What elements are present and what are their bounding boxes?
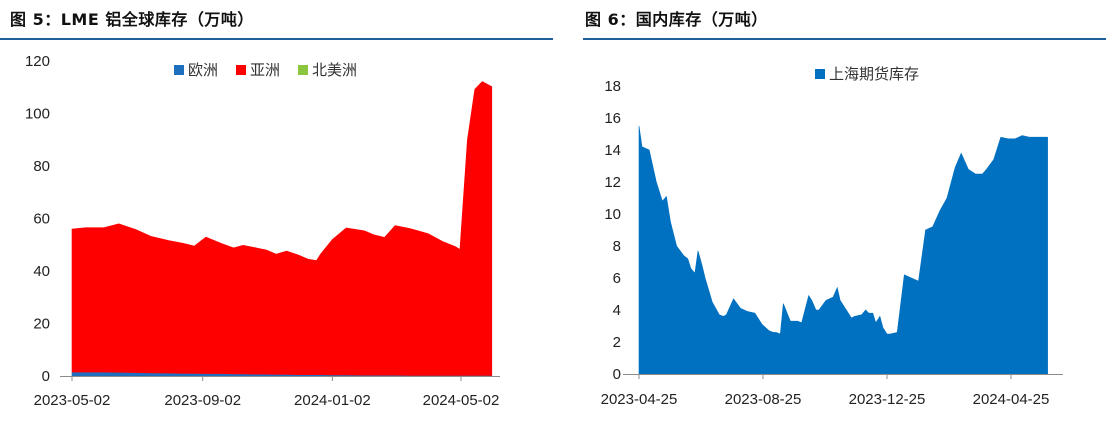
legend-label-3: 北美洲 xyxy=(312,61,357,79)
legend-swatch-2 xyxy=(236,65,246,75)
legend-label-2: 亚洲 xyxy=(250,61,280,79)
y-tick-label: 4 xyxy=(613,302,621,319)
y-tick-label: 80 xyxy=(33,158,50,175)
shfe-stock-chart: 0 2 4 6 8 10 12 14 16 18 2023-04-25 2023-08-25 2023-… xyxy=(601,65,1063,408)
legend-swatch-1 xyxy=(815,69,825,79)
y-tick-label: 60 xyxy=(33,211,50,228)
x-tick-label: 2024-01-02 xyxy=(294,392,371,409)
legend-label-1: 欧洲 xyxy=(188,61,218,79)
y-tick-label: 40 xyxy=(33,263,50,280)
y-tick-label: 0 xyxy=(613,366,621,383)
y-tick-label: 14 xyxy=(604,142,621,159)
y-tick-label: 6 xyxy=(613,270,621,287)
figure-5-title: 图 5：LME 铝全球库存（万吨） xyxy=(10,10,254,29)
lme-stock-chart: 0 20 40 60 80 100 120 2023-05-02 2023-09-02 2024-… xyxy=(25,53,500,409)
legend-swatch-1 xyxy=(174,65,184,75)
area-series-2 xyxy=(71,81,493,376)
figure-6-rule xyxy=(583,38,1106,40)
y-tick-label: 100 xyxy=(25,106,50,123)
y-tick-label: 10 xyxy=(604,206,621,223)
y-tick-label: 2 xyxy=(613,334,621,351)
x-tick-label: 2023-12-25 xyxy=(849,391,926,408)
x-tick-label: 2023-08-25 xyxy=(725,391,802,408)
x-tick-label: 2023-05-02 xyxy=(34,392,111,409)
y-tick-label: 20 xyxy=(33,316,50,333)
y-tick-label: 0 xyxy=(42,368,50,385)
y-tick-label: 18 xyxy=(604,78,621,95)
x-tick-label: 2024-04-25 xyxy=(973,391,1050,408)
figure-5-rule xyxy=(0,38,553,40)
legend-swatch-3 xyxy=(298,65,308,75)
area-series-1 xyxy=(638,125,1048,375)
y-tick-label: 120 xyxy=(25,53,50,70)
y-tick-label: 8 xyxy=(613,238,621,255)
x-tick-label: 2023-04-25 xyxy=(601,391,678,408)
y-tick-label: 16 xyxy=(604,110,621,127)
figure-6-title: 图 6：国内库存（万吨） xyxy=(585,10,768,29)
x-tick-label: 2023-09-02 xyxy=(164,392,241,409)
figure-5-panel: 图 5：LME 铝全球库存（万吨） 0 20 40 60 80 100 120 2023-05… xyxy=(0,10,553,409)
x-tick-label: 2024-05-02 xyxy=(423,392,500,409)
figure-6-panel: 图 6：国内库存（万吨） 0 2 4 6 8 10 12 14 16 18 2023-04-25 20… xyxy=(583,0,1106,426)
legend-label-1: 上海期货库存 xyxy=(829,65,919,83)
y-tick-label: 12 xyxy=(604,174,621,191)
